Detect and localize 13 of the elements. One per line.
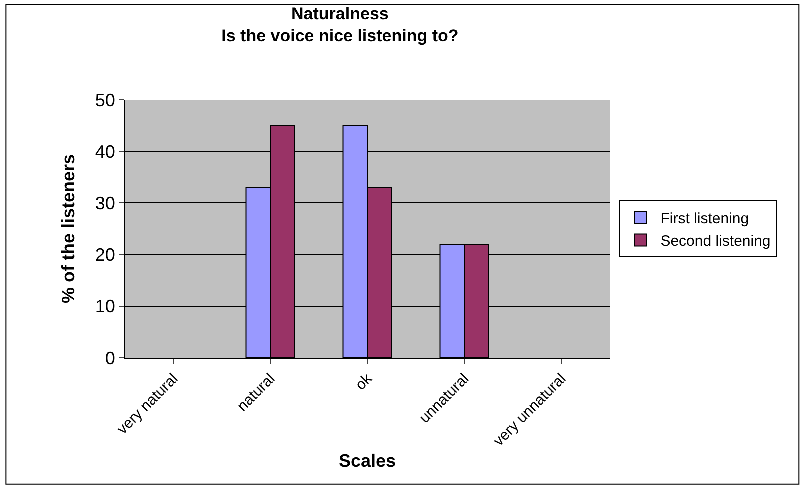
y-tick-label: 10	[95, 296, 116, 317]
y-tick-label: 50	[95, 90, 116, 110]
y-tick-label: 30	[95, 194, 116, 214]
legend-label: First listening	[660, 210, 750, 228]
y-axis-title: % of the listeners	[58, 154, 79, 304]
x-tick-label: ok	[352, 370, 376, 394]
y-tick-label: 40	[95, 142, 116, 162]
y-tick-label: 0	[105, 348, 116, 368]
chart-title: Naturalness	[292, 4, 389, 24]
y-tick-label: 20	[95, 245, 116, 266]
x-axis-title: Scales	[338, 450, 396, 471]
legend-label: Second listening	[660, 233, 771, 250]
chart-subtitle: Is the voice nice listening to?	[222, 26, 459, 46]
